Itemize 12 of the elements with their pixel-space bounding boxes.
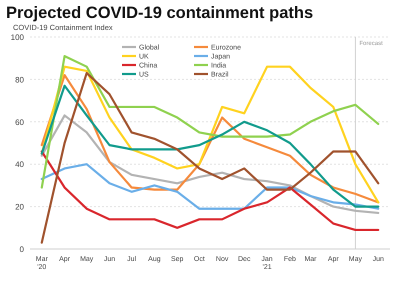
- line-series: [40, 150, 380, 232]
- line-series: [40, 114, 380, 214]
- chart-title: Projected COVID-19 containment paths: [6, 4, 314, 22]
- line-series: [40, 163, 380, 210]
- y-tick-label: 100: [10, 33, 25, 42]
- y-tick-label: 0: [20, 245, 25, 254]
- y-tick-label: 80: [15, 75, 25, 84]
- line-series: [40, 72, 380, 244]
- line-series: [40, 54, 380, 189]
- y-tick-label: 60: [15, 118, 25, 127]
- y-tick-label: 40: [15, 160, 25, 170]
- y-tick-label: 20: [15, 202, 25, 212]
